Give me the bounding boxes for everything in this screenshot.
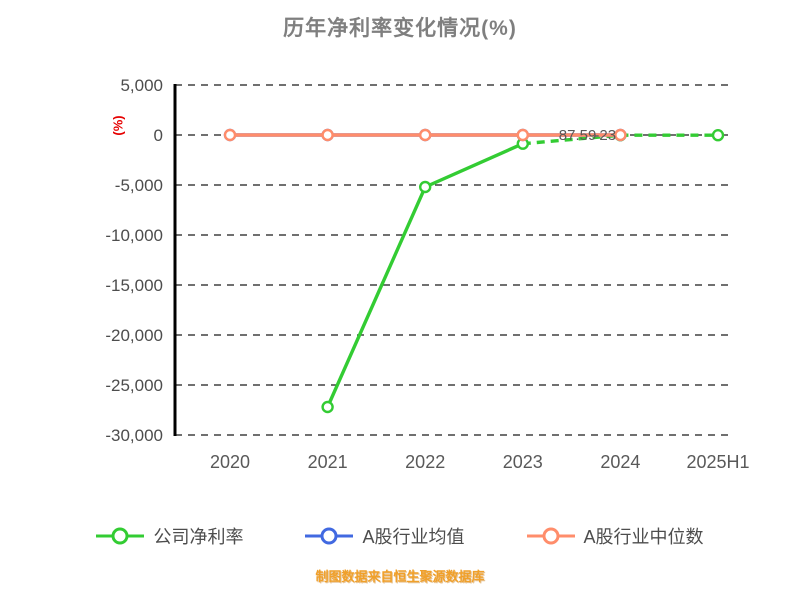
series-marker-2 [321, 128, 334, 142]
series-marker-0 [321, 400, 334, 414]
y-tick-label: -5,000 [115, 176, 163, 195]
legend-marker-icon [96, 527, 145, 545]
x-tick-label: 2020 [210, 452, 250, 472]
y-tick-label: -25,000 [105, 376, 163, 395]
legend-label: A股行业中位数 [583, 527, 704, 547]
series-marker-2 [223, 128, 237, 142]
series-marker-2 [419, 128, 432, 142]
plot-area: 5,000 0 -5,000 -10,000 -15,000 -20,000 -25,000… [105, 76, 749, 472]
x-tick-label: 2024 [600, 452, 640, 472]
legend-marker-icon [305, 527, 354, 545]
series-marker-2 [516, 128, 529, 142]
legend-item-0: 公司净利率 [96, 523, 243, 549]
series-marker-0 [419, 180, 432, 194]
series-marker-0 [711, 129, 725, 142]
legend-circle [320, 527, 338, 545]
legend-circle [542, 527, 559, 545]
legend-label: A股行业均值 [362, 527, 465, 547]
legend-item-1: A股行业均值 [305, 523, 465, 549]
data-label: 87.59 [559, 127, 597, 144]
series-marker-2 [614, 128, 627, 142]
y-tick-label: -15,000 [105, 276, 163, 295]
legend-marker-icon [526, 527, 575, 545]
y-tick-label: 0 [154, 126, 163, 145]
y-tick-label: -20,000 [105, 326, 163, 345]
y-tick-label: 5,000 [120, 76, 163, 95]
y-tick-label: -30,000 [105, 426, 163, 445]
chart-title: 历年净利率变化情况(%) [283, 17, 517, 40]
legend: 公司净利率 A股行业均值 A股行业中位数 [0, 518, 800, 554]
x-tick-label: 2023 [503, 452, 543, 472]
x-tick-label: 2021 [308, 452, 348, 472]
y-tick-label: -10,000 [105, 226, 163, 245]
x-tick-label: 2025H1 [686, 452, 749, 472]
legend-circle [111, 527, 129, 545]
legend-item-2: A股行业中位数 [526, 523, 704, 549]
source-note: 制图数据来自恒生聚源数据库 [315, 569, 485, 584]
x-tick-label: 2022 [405, 452, 445, 472]
legend-label: 公司净利率 [153, 527, 244, 547]
series-line-0 [522, 133, 719, 146]
data-label: -23 [594, 127, 616, 144]
